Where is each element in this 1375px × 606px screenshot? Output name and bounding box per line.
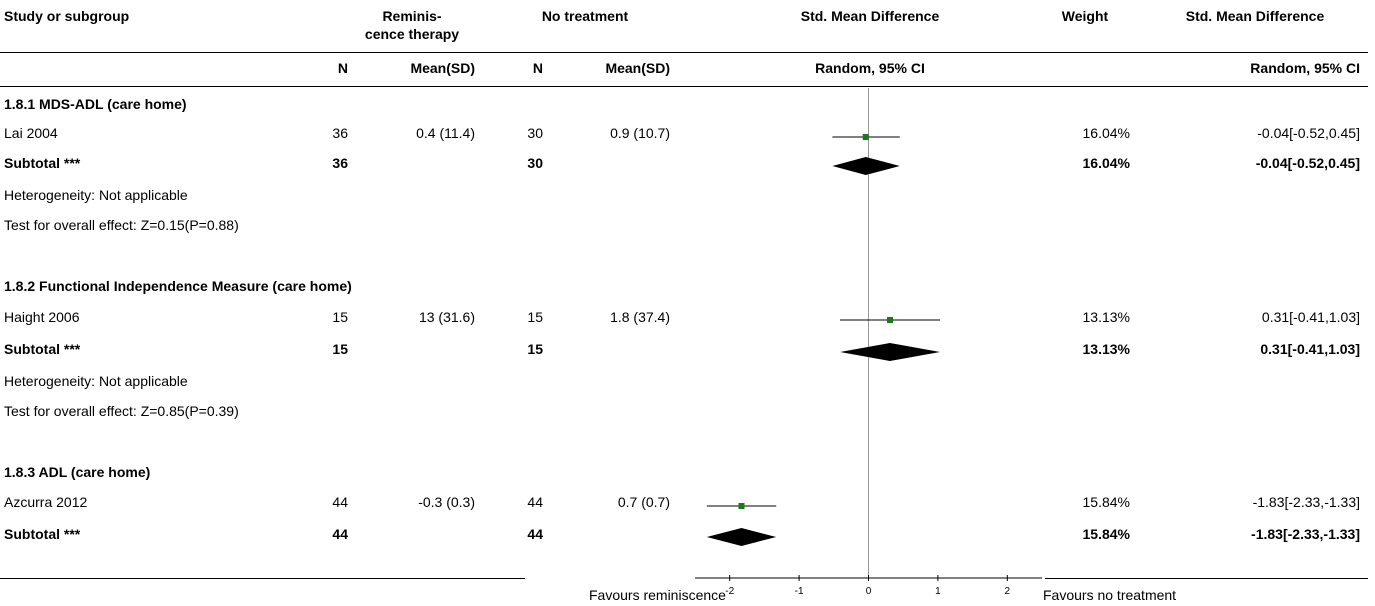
cell-weight: 16.04% — [1082, 155, 1130, 171]
cell-n1: 44 — [332, 526, 348, 542]
cell-m2: 0.9 (10.7) — [610, 125, 670, 141]
cell-ci: -0.04[-0.52,0.45] — [1257, 125, 1360, 141]
subgroup-label: 1.8.3 ADL (care home) — [4, 464, 151, 480]
header-study: Study or subgroup — [4, 8, 130, 24]
cell-n1: 15 — [332, 309, 348, 325]
x-tick-label: -1 — [795, 586, 804, 597]
cell-n2: 15 — [527, 309, 543, 325]
column-rule — [0, 86, 1368, 87]
favours-left-label: Favours reminiscence — [589, 587, 726, 603]
bottom-rule-right — [1045, 578, 1368, 579]
subgroup-label: 1.8.1 MDS-ADL (care home) — [4, 96, 187, 112]
cell-n2: 44 — [527, 494, 543, 510]
study-point-marker — [887, 317, 894, 323]
header-smd2: Std. Mean Difference — [1185, 8, 1325, 24]
note-text: Test for overall effect: Z=0.15(P=0.88) — [4, 217, 239, 233]
subtotal-diamond — [706, 528, 777, 546]
study-label: Subtotal *** — [4, 155, 81, 171]
header-random-ci: Random, 95% CI — [815, 60, 925, 76]
cell-m1: 13 (31.6) — [418, 309, 475, 325]
cell-n1: 36 — [332, 155, 348, 171]
cell-n2: 30 — [527, 125, 543, 141]
study-label: Lai 2004 — [4, 125, 58, 141]
cell-ci: 0.31[-0.41,1.03] — [1260, 341, 1360, 357]
cell-n1: 44 — [332, 494, 348, 510]
subtotal-diamond — [840, 343, 940, 361]
bottom-rule-left — [0, 578, 525, 579]
study-point-marker — [738, 503, 745, 509]
study-label: Azcurra 2012 — [4, 494, 88, 510]
cell-m1: 0.4 (11.4) — [416, 125, 475, 141]
header-smd: Std. Mean Difference — [800, 8, 940, 24]
cell-n2: 30 — [527, 155, 543, 171]
header-group2: No treatment — [541, 8, 629, 24]
favours-right-label: Favours no treatment — [1043, 587, 1177, 603]
header-group1: Reminis- — [382, 8, 442, 24]
cell-m2: 1.8 (37.4) — [610, 309, 670, 325]
x-tick-label: -2 — [725, 586, 734, 597]
cell-ci: -1.83[-2.33,-1.33] — [1251, 526, 1360, 542]
cell-weight: 13.13% — [1082, 341, 1130, 357]
cell-m2: 0.7 (0.7) — [617, 494, 670, 510]
x-tick-label: 0 — [866, 586, 872, 597]
cell-weight: 16.04% — [1082, 125, 1130, 141]
study-label: Haight 2006 — [4, 309, 80, 325]
cell-weight: 13.13% — [1082, 309, 1130, 325]
header-meansd1: Mean(SD) — [410, 60, 475, 76]
header-random-ci2: Random, 95% CI — [1250, 60, 1360, 76]
x-tick-label: 2 — [1005, 586, 1011, 597]
cell-weight: 15.84% — [1082, 526, 1130, 542]
subgroup-label: 1.8.2 Functional Independence Measure (c… — [4, 278, 352, 294]
cell-n2: 15 — [527, 341, 543, 357]
note-text: Heterogeneity: Not applicable — [4, 373, 188, 389]
header-rule — [0, 52, 1368, 53]
cell-ci: -1.83[-2.33,-1.33] — [1252, 494, 1360, 510]
header-weight: Weight — [1061, 8, 1109, 24]
cell-n1: 15 — [332, 341, 348, 357]
note-text: Heterogeneity: Not applicable — [4, 187, 188, 203]
header-n1: N — [337, 60, 348, 76]
subtotal-diamond — [832, 157, 900, 175]
cell-n2: 44 — [527, 526, 543, 542]
study-point-marker — [862, 134, 869, 140]
x-tick-label: 1 — [935, 586, 941, 597]
header-group1b: cence therapy — [364, 26, 460, 42]
study-label: Subtotal *** — [4, 526, 81, 542]
header-n2: N — [532, 60, 543, 76]
cell-m1: -0.3 (0.3) — [418, 494, 475, 510]
cell-ci: -0.04[-0.52,0.45] — [1255, 155, 1360, 171]
note-text: Test for overall effect: Z=0.85(P=0.39) — [4, 403, 239, 419]
cell-n1: 36 — [332, 125, 348, 141]
cell-ci: 0.31[-0.41,1.03] — [1261, 309, 1360, 325]
cell-weight: 15.84% — [1082, 494, 1130, 510]
header-meansd2: Mean(SD) — [605, 60, 670, 76]
study-label: Subtotal *** — [4, 341, 81, 357]
